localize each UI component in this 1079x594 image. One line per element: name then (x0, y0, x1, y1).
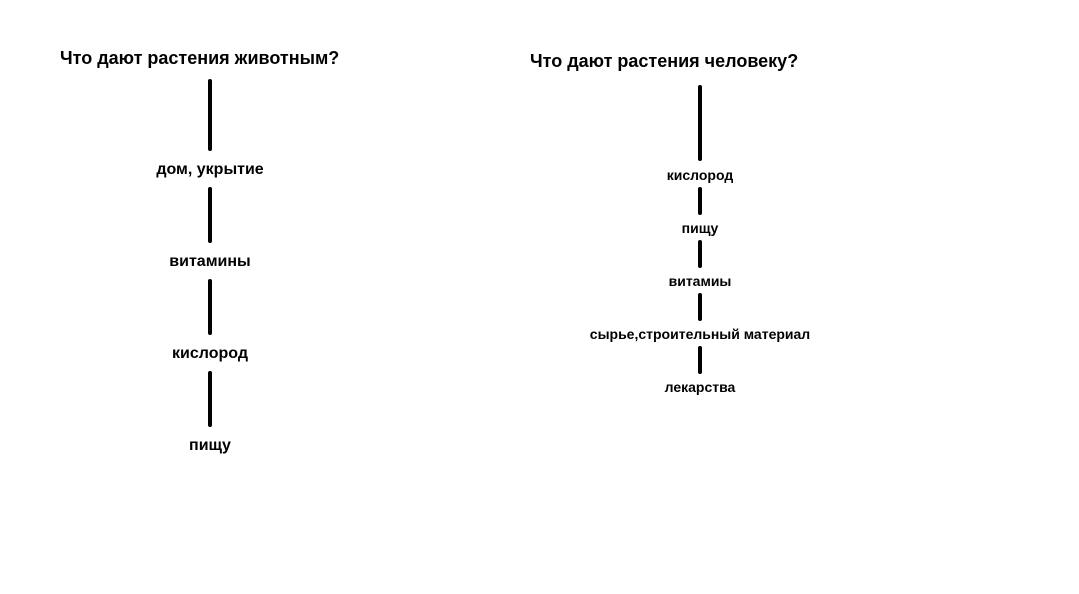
connector-line (698, 85, 702, 161)
right-item-1: пищу (682, 220, 719, 236)
connector-line (698, 293, 702, 321)
left-item-2: кислород (172, 345, 248, 363)
right-column: Что дают растения человеку? кислород пищ… (530, 50, 870, 395)
connector-line (698, 240, 702, 268)
diagram-container: Что дают растения животным? дом, укрытие… (0, 0, 1079, 594)
right-item-4: лекарства (665, 379, 736, 395)
right-item-3: сырье,строительный материал (590, 326, 810, 342)
left-item-3: пищу (189, 437, 231, 455)
connector-line (208, 371, 212, 427)
left-item-1: витамины (169, 253, 250, 271)
connector-line (208, 279, 212, 335)
right-title: Что дают растения человеку? (530, 50, 870, 73)
left-column: Что дают растения животным? дом, укрытие… (60, 48, 360, 455)
connector-line (208, 187, 212, 243)
connector-line (698, 346, 702, 374)
connector-line (698, 187, 702, 215)
right-item-0: кислород (667, 167, 733, 183)
connector-line (208, 79, 212, 151)
left-item-0: дом, укрытие (156, 161, 263, 179)
left-title: Что дают растения животным? (60, 48, 360, 69)
right-item-2: витамиы (669, 273, 732, 289)
